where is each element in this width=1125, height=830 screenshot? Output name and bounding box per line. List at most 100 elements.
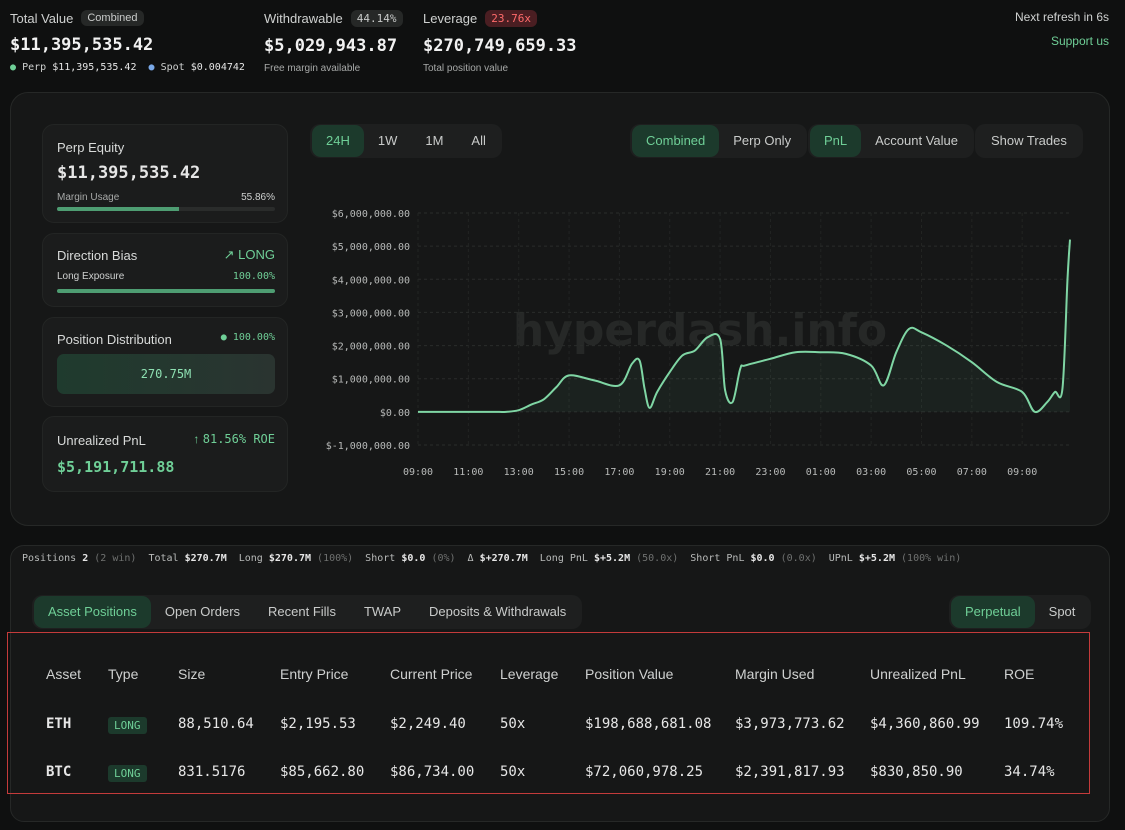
header-entry-price[interactable]: Entry Price <box>280 666 349 682</box>
withdrawable-value: $5,029,943.87 <box>264 36 398 56</box>
spot-value: $0.004742 <box>190 62 245 73</box>
y-tick-label: $0.00 <box>380 408 410 419</box>
table-row[interactable]: ETH LONG 88,510.64 $2,195.53 $2,249.40 5… <box>46 700 1074 748</box>
header-asset[interactable]: Asset <box>46 666 82 682</box>
x-tick-label: 09:00 <box>1007 467 1037 478</box>
x-tick-label: 19:00 <box>655 467 685 478</box>
cell-current-price: $86,734.00 <box>390 764 475 780</box>
withdrawable-stat: Withdrawable 44.14% $5,029,943.87 Free ma… <box>264 10 403 74</box>
summary-long-pnl-label: Long PnL <box>539 553 588 564</box>
summary-upnl-label: UPnL <box>828 553 853 564</box>
y-tick-label: $5,000,000.00 <box>332 242 410 253</box>
margin-usage-bar <box>57 207 275 211</box>
total-value-stat: Total Value Combined $11,395,535.42 ● Per… <box>10 10 245 73</box>
scope-combined[interactable]: Combined <box>632 125 720 157</box>
summary-total-label: Total <box>148 553 179 564</box>
y-tick-label: $2,000,000.00 <box>332 342 410 353</box>
summary-short-label: Short <box>365 553 396 564</box>
header-leverage[interactable]: Leverage <box>500 666 559 682</box>
distribution-pct: 100.00% <box>232 332 275 343</box>
summary-positions-count: 2 <box>82 553 89 564</box>
type-badge: LONG <box>108 765 147 782</box>
x-tick-label: 07:00 <box>957 467 987 478</box>
header-position-value[interactable]: Position Value <box>585 666 674 682</box>
perp-label: Perp <box>22 62 47 73</box>
summary-upnl: $+5.2M <box>858 553 895 564</box>
table-row[interactable]: BTC LONG 831.5176 $85,662.80 $86,734.00 … <box>46 748 1074 796</box>
leverage-label: Leverage <box>423 11 478 26</box>
timeframe-all[interactable]: All <box>471 133 486 148</box>
pnl-line <box>417 239 1071 414</box>
cell-roe: 109.74% <box>1004 716 1064 732</box>
pnl-chart[interactable]: hyperdash.info $-1,000,000.00 $0.00 $1,000… <box>310 195 1090 495</box>
metric-pnl[interactable]: PnL <box>810 125 862 157</box>
leverage-badge: 23.76x <box>485 10 537 27</box>
cell-asset: BTC <box>46 764 72 780</box>
cell-size: 831.5176 <box>178 764 246 780</box>
tab-recent-fills[interactable]: Recent Fills <box>268 604 336 619</box>
summary-long-pnl: $+5.2M <box>593 553 631 564</box>
show-trades-button[interactable]: Show Trades <box>991 133 1067 148</box>
scope-perp-only[interactable]: Perp Only <box>733 133 792 148</box>
header-type[interactable]: Type <box>108 666 139 682</box>
table-header-row: Asset Type Size Entry Price Current Pric… <box>46 648 1074 700</box>
timeframe-1w[interactable]: 1W <box>377 133 398 148</box>
distribution-bar[interactable]: 270.75M <box>57 354 275 394</box>
header-unrealized-pnl[interactable]: Unrealized PnL <box>870 666 966 682</box>
tab-deposits-withdrawals[interactable]: Deposits & Withdrawals <box>429 604 567 619</box>
cell-margin-used: $2,391,817.93 <box>735 764 845 780</box>
spot-dot-icon: ● <box>148 62 155 73</box>
header-size[interactable]: Size <box>178 666 206 682</box>
support-link[interactable]: Support us <box>1050 34 1109 48</box>
summary-long: $270.7M <box>268 553 312 564</box>
refresh-countdown: Next refresh in 6s <box>1014 10 1109 24</box>
timeframe-1m[interactable]: 1M <box>425 133 444 148</box>
leverage-value: $270,749,659.33 <box>423 36 577 56</box>
cell-entry-price: $85,662.80 <box>280 764 365 780</box>
x-tick-label: 05:00 <box>906 467 936 478</box>
perp-equity-title: Perp Equity <box>57 140 125 155</box>
show-trades-toggle: Show Trades <box>975 124 1083 158</box>
header-margin-used[interactable]: Margin Used <box>735 666 815 682</box>
metric-account-value[interactable]: Account Value <box>875 133 959 148</box>
perp-dot-icon: ● <box>10 62 17 73</box>
cell-leverage: 50x <box>500 716 526 732</box>
x-tick-label: 23:00 <box>755 467 785 478</box>
total-value: $11,395,535.42 <box>10 35 154 55</box>
perp-equity-value: $11,395,535.42 <box>57 163 201 183</box>
margin-usage-value: 55.86% <box>241 192 275 203</box>
trending-up-icon: ↗ <box>223 247 235 262</box>
dot-icon: ● <box>220 332 227 343</box>
tab-twap[interactable]: TWAP <box>363 604 402 619</box>
withdrawable-label: Withdrawable <box>264 11 343 26</box>
cell-unrealized-pnl: $4,360,860.99 <box>870 716 980 732</box>
cell-asset: ETH <box>46 716 72 732</box>
header-roe[interactable]: ROE <box>1004 666 1035 682</box>
combined-badge: Combined <box>81 10 144 26</box>
leverage-sub: Total position value <box>423 63 509 74</box>
positions-panel <box>10 545 1110 822</box>
unrealized-pnl-title: Unrealized PnL <box>57 433 146 448</box>
metric-selector: PnL Account Value <box>808 124 975 158</box>
tab-spot[interactable]: Spot <box>1048 604 1076 619</box>
long-exposure-bar <box>57 289 275 293</box>
cell-position-value: $72,060,978.25 <box>585 764 704 780</box>
spot-label: Spot <box>160 62 185 73</box>
long-exposure-value: 100.00% <box>232 271 275 282</box>
tab-asset-positions[interactable]: Asset Positions <box>34 596 151 628</box>
cell-margin-used: $3,973,773.62 <box>735 716 845 732</box>
positions-tabs: Asset Positions Open Orders Recent Fills… <box>32 595 583 629</box>
market-tabs: Perpetual Spot <box>949 595 1092 629</box>
total-value-label: Total Value <box>10 10 74 26</box>
leverage-stat: Leverage 23.76x $270,749,659.33 Total pos… <box>423 10 577 74</box>
y-tick-label: $6,000,000.00 <box>332 209 410 220</box>
long-exposure-label: Long Exposure <box>57 271 125 282</box>
y-tick-label: $1,000,000.00 <box>332 375 410 386</box>
tab-open-orders[interactable]: Open Orders <box>164 604 241 619</box>
positions-summary: Positions 2 (2 win) Total $270.7M Long $… <box>22 553 961 564</box>
x-tick-label: 11:00 <box>453 467 483 478</box>
header-current-price[interactable]: Current Price <box>390 666 473 682</box>
timeframe-24h[interactable]: 24H <box>312 125 364 157</box>
y-tick-label: $3,000,000.00 <box>332 308 410 319</box>
tab-perpetual[interactable]: Perpetual <box>951 596 1035 628</box>
